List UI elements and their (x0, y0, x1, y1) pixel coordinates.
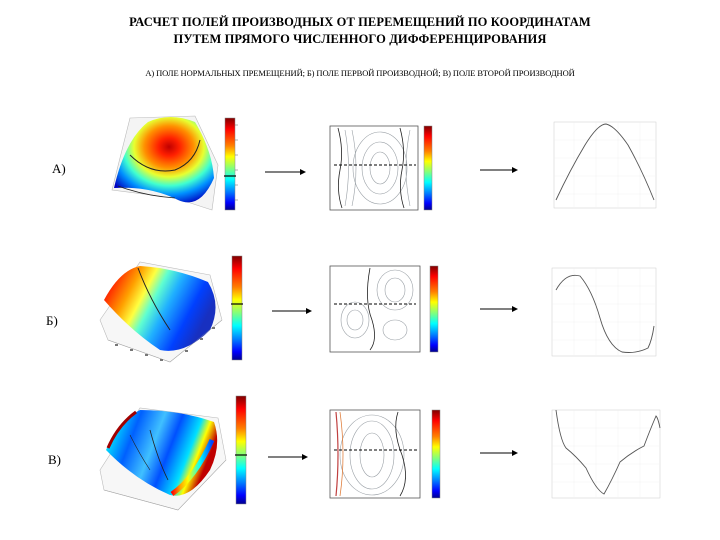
contour-plot-b (329, 265, 439, 353)
title-line-1: РАСЧЕТ ПОЛЕЙ ПРОИЗВОДНЫХ ОТ ПЕРЕМЕЩЕНИЙ … (129, 15, 591, 29)
colorbar-c (235, 395, 247, 505)
title-line-2: ПУТЕМ ПРЯМОГО ЧИСЛЕННОГО ДИФФЕРЕНЦИРОВАН… (173, 32, 547, 46)
row-label-c: В) (48, 452, 61, 467)
row-label-a: А) (52, 161, 66, 176)
subtitle: А) ПОЛЕ НОРМАЛЬНЫХ ПРЕМЕЩЕНИЙ; Б) ПОЛЕ П… (145, 68, 575, 78)
contour-plot-c (329, 409, 441, 499)
colorbar-b (231, 255, 243, 361)
arrow-a-1 (265, 169, 306, 175)
arrow-c-2 (480, 450, 518, 456)
surface-plot-c (99, 407, 227, 511)
profile-plot-c (551, 409, 661, 499)
arrow-b-1 (272, 308, 312, 314)
colorbar-a (224, 117, 238, 211)
arrow-c-1 (268, 454, 308, 460)
surface-plot-a (111, 115, 219, 211)
surface-plot-b (99, 261, 223, 363)
profile-plot-a (553, 121, 657, 209)
profile-plot-b (551, 267, 657, 357)
arrow-a-2 (480, 167, 518, 173)
row-label-b: Б) (46, 313, 58, 328)
contour-plot-a (329, 125, 433, 211)
slide-title: РАСЧЕТ ПОЛЕЙ ПРОИЗВОДНЫХ ОТ ПЕРЕМЕЩЕНИЙ … (60, 14, 660, 48)
arrow-b-2 (480, 306, 518, 312)
